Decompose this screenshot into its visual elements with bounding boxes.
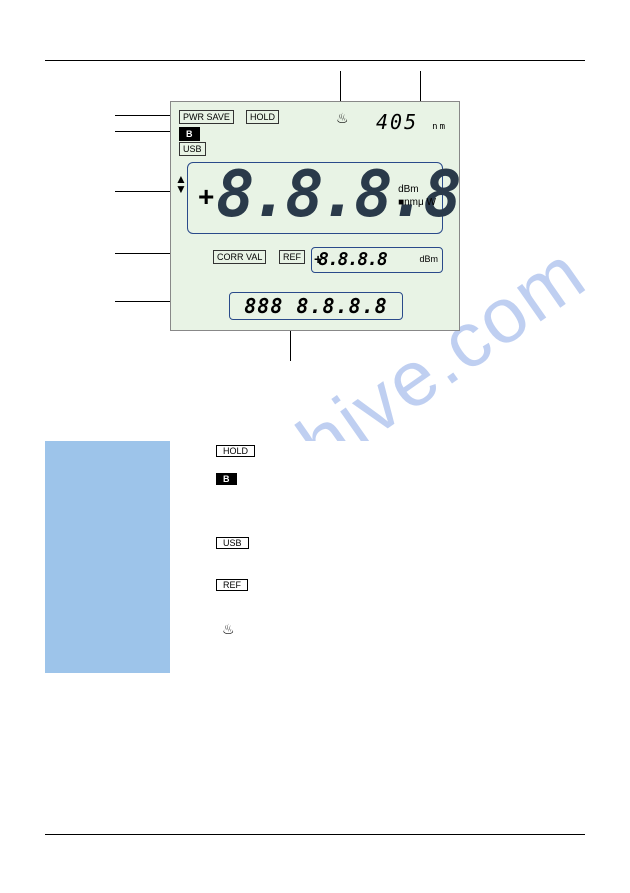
battery-chip: B	[216, 473, 237, 485]
wavelength-readout: 405 nm	[376, 110, 447, 134]
corr-val-indicator: CORR VAL	[213, 250, 266, 264]
hold-chip: HOLD	[216, 445, 255, 457]
arrow-down-icon: ▼	[175, 184, 187, 194]
sub-unit: dBm	[419, 254, 438, 264]
table-row: HOLD	[45, 441, 585, 469]
range-arrows: ▲ ▼	[175, 174, 187, 194]
thermo-chip: ♨	[222, 621, 235, 637]
table-label	[45, 617, 170, 645]
rule-bottom	[45, 834, 585, 835]
table-desc: REF	[170, 575, 585, 617]
sub-display: + 8.8.8.8 dBm	[311, 247, 443, 273]
bottom-value: 888 8.8.8.8	[244, 294, 387, 318]
table-label	[45, 645, 170, 673]
page-content: PWR SAVE HOLD B USB ♨ 405 nm ▲ ▼ + 8.8.8…	[45, 20, 585, 870]
table-label	[45, 575, 170, 617]
table-label	[45, 469, 170, 533]
main-unit-nmw: ■nmμ W	[398, 196, 436, 209]
rule-top	[45, 60, 585, 61]
callout-line	[115, 131, 176, 132]
lcd-diagram: PWR SAVE HOLD B USB ♨ 405 nm ▲ ▼ + 8.8.8…	[170, 101, 460, 331]
wavelength-value: 405	[376, 110, 418, 134]
lcd-screen: PWR SAVE HOLD B USB ♨ 405 nm ▲ ▼ + 8.8.8…	[170, 101, 460, 331]
thermo-icon: ♨	[336, 110, 349, 127]
usb-chip: USB	[216, 537, 249, 549]
hold-indicator: HOLD	[246, 110, 279, 124]
ref-chip: REF	[216, 579, 248, 591]
table-row: ♨	[45, 617, 585, 645]
wavelength-unit: nm	[432, 122, 447, 132]
bottom-display: 888 8.8.8.8	[229, 292, 403, 320]
main-sign: +	[198, 181, 214, 213]
ref-indicator: REF	[279, 250, 305, 264]
main-display: + 8.8.8.8 dBm ■nmμ W	[187, 162, 443, 234]
main-units: dBm ■nmμ W	[398, 183, 436, 209]
callout-line	[290, 331, 291, 361]
battery-indicator: B	[179, 127, 200, 141]
usb-indicator: USB	[179, 142, 206, 156]
sub-value: 8.8.8.8	[318, 249, 387, 270]
indicator-table: HOLD B USB REF ♨	[45, 441, 585, 673]
table-row: REF	[45, 575, 585, 617]
table-desc: USB	[170, 533, 585, 575]
table-desc: HOLD	[170, 441, 585, 469]
table-row: B	[45, 469, 585, 533]
table-label	[45, 441, 170, 469]
main-unit-dbm: dBm	[398, 183, 436, 196]
table-desc	[170, 645, 585, 673]
table-desc: B	[170, 469, 585, 533]
table-desc: ♨	[170, 617, 585, 645]
table-row: USB	[45, 533, 585, 575]
callout-line	[115, 115, 176, 116]
table-label	[45, 533, 170, 575]
pwr-save-indicator: PWR SAVE	[179, 110, 234, 124]
table-row	[45, 645, 585, 673]
